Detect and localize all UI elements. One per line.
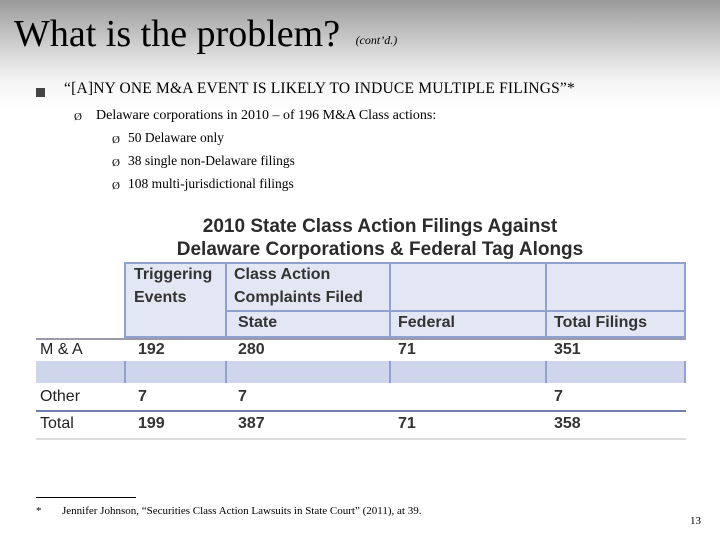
table-divider xyxy=(225,310,686,312)
table-divider xyxy=(389,264,391,338)
arrow-bullet-icon: Ø xyxy=(74,111,82,123)
sub-item-1: 50 Delaware only xyxy=(128,130,224,145)
footnote-text: Jennifer Johnson, “Securities Class Acti… xyxy=(62,505,422,517)
cell-total-total: 358 xyxy=(554,415,581,432)
table-divider xyxy=(545,264,547,338)
cell-other-triggering: 7 xyxy=(138,388,147,405)
table-divider xyxy=(36,410,686,412)
cell-other-total: 7 xyxy=(554,388,563,405)
slide-title: What is the problem? (cont’d.) xyxy=(14,12,397,64)
cell-m-and-a-total: 351 xyxy=(554,341,581,358)
table-divider xyxy=(36,438,686,440)
cell-total-triggering: 199 xyxy=(138,415,165,432)
sub-item-3: 108 multi-jurisdictional filings xyxy=(128,176,294,191)
table-band xyxy=(36,361,686,383)
row-label-other: Other xyxy=(40,388,81,405)
cell-other-state: 7 xyxy=(238,388,247,405)
table-divider xyxy=(225,264,227,338)
arrow-bullet-icon: Ø xyxy=(112,157,120,169)
table-divider xyxy=(545,361,547,383)
square-bullet-icon xyxy=(36,88,45,97)
footnote-rule xyxy=(36,497,136,498)
header-class-action-line-1: Class Action xyxy=(234,266,331,283)
row-label-m-and-a: M & A xyxy=(40,341,83,358)
footnote-marker: * xyxy=(36,505,42,517)
table-title-line-1: 2010 State Class Action Filings Against xyxy=(202,216,558,237)
row-label-total: Total xyxy=(40,415,74,432)
page-number: 13 xyxy=(690,515,701,527)
slide-title-text: What is the problem? xyxy=(14,13,341,55)
cell-total-federal: 71 xyxy=(398,415,416,432)
table-divider xyxy=(389,361,391,383)
header-triggering-line-1: Triggering xyxy=(134,266,213,283)
header-federal: Federal xyxy=(398,314,455,331)
cell-total-state: 387 xyxy=(238,415,265,432)
cell-m-and-a-triggering: 192 xyxy=(138,341,165,358)
header-state: State xyxy=(238,314,278,331)
table-title: 2010 State Class Action Filings Against … xyxy=(100,215,660,261)
table-divider xyxy=(684,361,686,383)
sub-item-2: 38 single non-Delaware filings xyxy=(128,153,295,168)
cell-m-and-a-state: 280 xyxy=(238,341,265,358)
cell-m-and-a-federal: 71 xyxy=(398,341,416,358)
arrow-bullet-icon: Ø xyxy=(112,180,120,192)
table-divider xyxy=(124,361,126,383)
header-class-action-line-2: Complaints Filed xyxy=(234,289,363,306)
header-total-filings: Total Filings xyxy=(554,314,648,331)
table-header-background xyxy=(124,262,686,338)
header-triggering-line-2: Events xyxy=(134,289,187,306)
table-divider xyxy=(225,361,227,383)
table-divider xyxy=(36,338,686,340)
main-bullet-text: “[A]NY ONE M&A EVENT IS LIKELY TO INDUCE… xyxy=(64,80,575,97)
arrow-bullet-icon: Ø xyxy=(112,134,120,146)
slide-title-suffix: (cont’d.) xyxy=(355,33,398,47)
sub-bullet-text: Delaware corporations in 2010 – of 196 M… xyxy=(96,108,437,123)
table-title-line-2: Delaware Corporations & Federal Tag Alon… xyxy=(176,239,584,260)
